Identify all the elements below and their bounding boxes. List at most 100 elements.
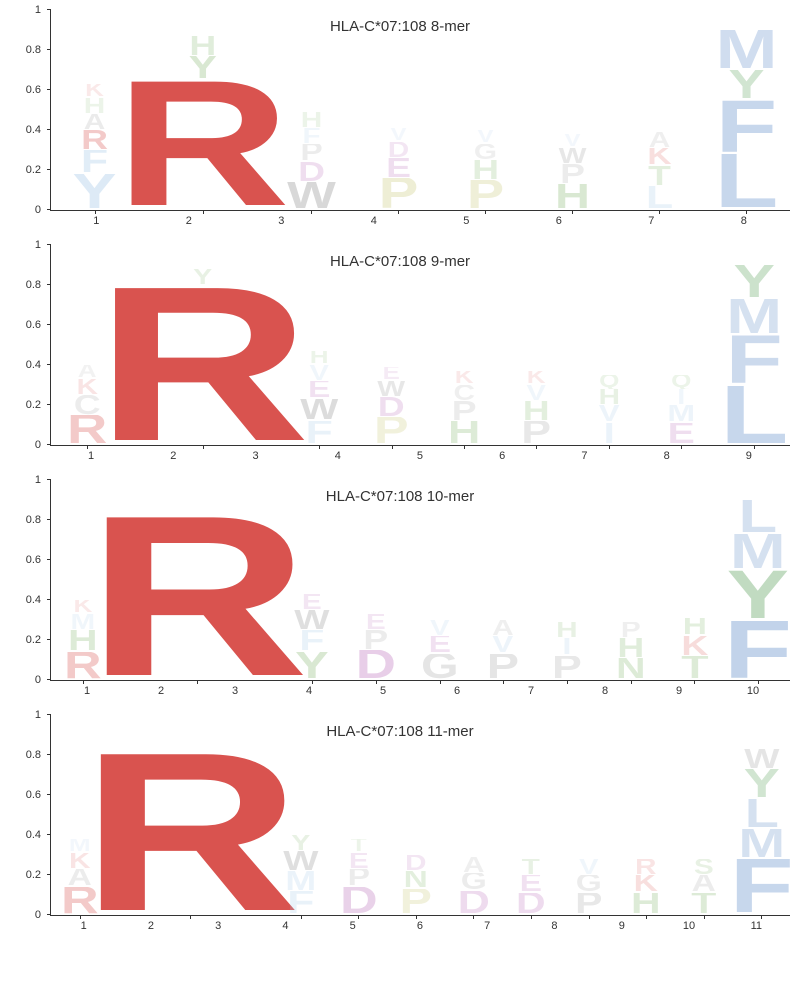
logo-panel-3: HLA-C*07:108 10-mer00.20.40.60.81KMHRREW… xyxy=(10,480,790,697)
x-tick-mark xyxy=(398,210,399,214)
logo-letter: F xyxy=(722,859,800,915)
x-tick-mark xyxy=(485,210,486,214)
y-tick-label: 0.8 xyxy=(26,749,41,761)
x-tick-mark xyxy=(659,210,660,214)
y-tick-label: 0.8 xyxy=(26,514,41,526)
y-tick-label: 1 xyxy=(35,709,41,721)
x-label: 3 xyxy=(198,681,272,697)
x-label: 6 xyxy=(513,211,606,227)
logo-letter: F xyxy=(715,620,800,680)
x-tick-mark xyxy=(464,445,465,449)
logo-letter: M xyxy=(688,30,800,70)
x-labels: 12345678 xyxy=(50,211,790,227)
sequence-logo-grid: HLA-C*07:108 8-mer00.20.40.60.81KHARFYHY… xyxy=(10,10,790,932)
y-tick-label: 1 xyxy=(35,4,41,16)
x-tick-mark xyxy=(746,210,747,214)
x-tick-mark xyxy=(301,915,302,919)
x-labels: 1234567891011 xyxy=(50,916,790,932)
x-tick-mark xyxy=(197,680,198,684)
x-tick-mark xyxy=(80,915,81,919)
x-label: 8 xyxy=(626,446,708,462)
logo-letter: Y xyxy=(96,269,311,285)
x-label: 1 xyxy=(50,916,117,932)
logo-letter: Y xyxy=(705,265,800,299)
logo-letter: Y xyxy=(688,70,800,100)
x-tick-mark xyxy=(203,210,204,214)
position-column: MYFL xyxy=(703,10,790,210)
x-label: 2 xyxy=(132,446,214,462)
x-label: 2 xyxy=(124,681,198,697)
x-label: 10 xyxy=(716,681,790,697)
logo-letter: W xyxy=(722,749,800,769)
logo-panel-4: HLA-C*07:108 11-mer00.20.40.60.81MKARRYW… xyxy=(10,715,790,932)
x-tick-mark xyxy=(681,445,682,449)
logo-letter: Y xyxy=(715,570,800,620)
y-tick-label: 0.2 xyxy=(26,634,41,646)
x-label: 5 xyxy=(319,916,386,932)
position-column: R xyxy=(109,715,272,915)
logo-letter: L xyxy=(722,799,800,829)
x-label: 1 xyxy=(50,211,143,227)
position-column: YMFL xyxy=(718,245,790,445)
x-tick-mark xyxy=(609,445,610,449)
x-labels: 123456789 xyxy=(50,446,790,462)
x-label: 3 xyxy=(235,211,328,227)
logo-letter: H xyxy=(270,351,368,365)
x-tick-mark xyxy=(358,915,359,919)
position-column: YR xyxy=(123,245,282,445)
logo-letter: E xyxy=(269,594,355,610)
logo-letter: H xyxy=(115,36,290,56)
x-tick-mark xyxy=(83,680,84,684)
x-tick-mark xyxy=(311,210,312,214)
x-tick-mark xyxy=(567,680,568,684)
plot-area: 00.20.40.60.81KHARFYHYRHFPDWVDEPVGHPVWPH… xyxy=(50,10,790,211)
x-label: 9 xyxy=(642,681,716,697)
x-tick-mark xyxy=(754,445,755,449)
x-label: 6 xyxy=(461,446,543,462)
x-label: 4 xyxy=(328,211,421,227)
y-tick-label: 0.8 xyxy=(26,44,41,56)
y-tick-label: 1 xyxy=(35,239,41,251)
x-tick-mark xyxy=(589,915,590,919)
position-column: LMYF xyxy=(726,480,790,680)
logo-letter: L xyxy=(705,385,800,445)
logo-letter: L xyxy=(688,154,800,210)
x-tick-mark xyxy=(203,445,204,449)
x-label: 7 xyxy=(543,446,625,462)
x-tick-mark xyxy=(704,915,705,919)
x-tick-mark xyxy=(572,210,573,214)
x-label: 3 xyxy=(185,916,252,932)
x-tick-mark xyxy=(87,445,88,449)
x-tick-mark xyxy=(536,445,537,449)
logo-panel-1: HLA-C*07:108 8-mer00.20.40.60.81KHARFYHY… xyxy=(10,10,790,227)
x-tick-mark xyxy=(631,680,632,684)
x-label: 7 xyxy=(454,916,521,932)
x-label: 6 xyxy=(420,681,494,697)
y-tick-label: 0.4 xyxy=(26,594,41,606)
logo-letter: H xyxy=(252,112,370,128)
x-label: 10 xyxy=(655,916,722,932)
plot-area: 00.20.40.60.81AKCRYRHVEWFEWDPKCPHKVHPQHV… xyxy=(50,245,790,446)
y-tick-label: 0.6 xyxy=(26,319,41,331)
x-label: 3 xyxy=(214,446,296,462)
x-tick-mark xyxy=(646,915,647,919)
x-tick-mark xyxy=(758,680,759,684)
x-tick-mark xyxy=(376,680,377,684)
x-tick-mark xyxy=(319,445,320,449)
position-column: R xyxy=(115,480,280,680)
x-tick-mark xyxy=(392,445,393,449)
y-tick-label: 0.6 xyxy=(26,554,41,566)
x-tick-mark xyxy=(190,915,191,919)
x-label: 1 xyxy=(50,681,124,697)
position-column: WYLMF xyxy=(733,715,791,915)
plot-area: 00.20.40.60.81MKARRYWMFTEPDDNPAGDTEDVGPR… xyxy=(50,715,790,916)
x-label: 4 xyxy=(297,446,379,462)
x-label: 2 xyxy=(143,211,236,227)
x-tick-mark xyxy=(440,680,441,684)
x-tick-mark xyxy=(473,915,474,919)
logo-letter: F xyxy=(688,100,800,154)
x-label: 5 xyxy=(420,211,513,227)
logo-letter: F xyxy=(705,335,800,385)
plot-area: 00.20.40.60.81KMHRREWFYEPDVEGAVPHIPPHNHK… xyxy=(50,480,790,681)
x-tick-mark xyxy=(95,210,96,214)
